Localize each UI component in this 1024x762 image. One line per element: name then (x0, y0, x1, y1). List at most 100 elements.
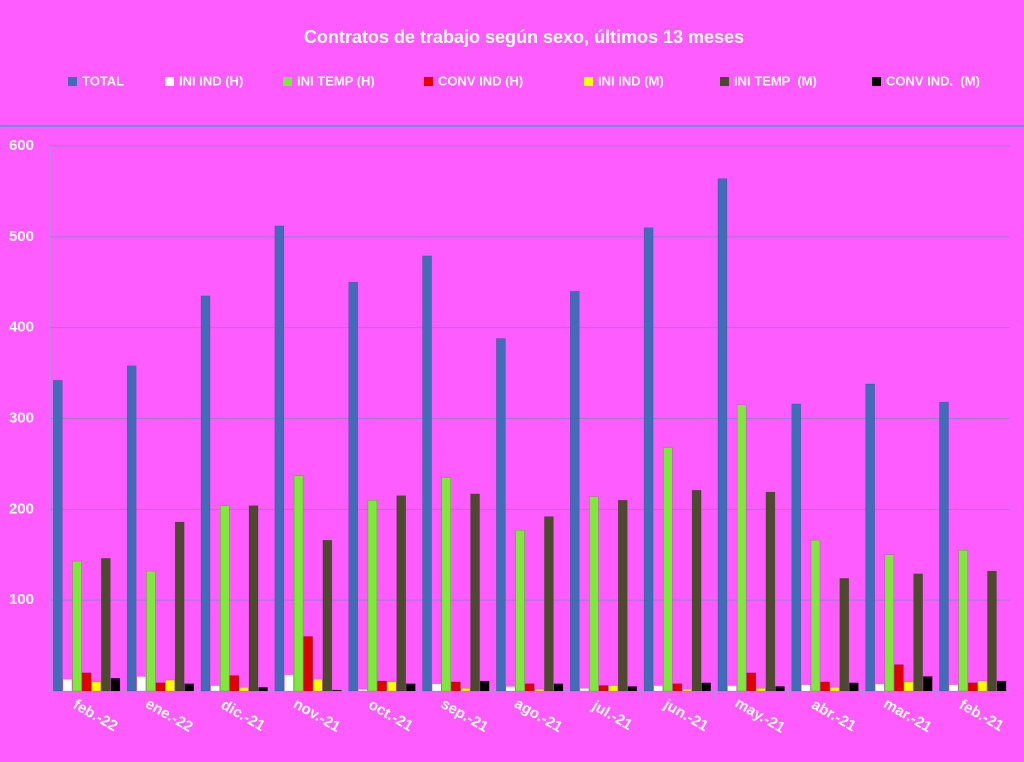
bar (91, 681, 101, 692)
bar (849, 682, 859, 692)
bar (72, 560, 82, 692)
bar (820, 681, 830, 692)
bar (736, 404, 747, 692)
bar (406, 683, 416, 692)
bar (313, 678, 323, 692)
bar (810, 539, 821, 692)
bar (81, 672, 92, 692)
bar (470, 493, 480, 692)
bar (496, 338, 506, 692)
y-tick-label: 200 (9, 500, 34, 517)
legend-label: CONV IND (H) (438, 73, 523, 88)
bar (987, 570, 997, 692)
bar (332, 689, 342, 692)
bar (653, 685, 663, 692)
bar (515, 529, 525, 692)
legend-label: INI TEMP (M) (734, 73, 817, 88)
y-tick-label: 100 (9, 591, 34, 608)
bar (274, 225, 285, 692)
bar (101, 558, 111, 692)
bar (460, 688, 471, 692)
bar (229, 675, 240, 692)
bar (958, 549, 968, 692)
legend-label: TOTAL (82, 73, 124, 88)
bar (874, 683, 885, 692)
bar (441, 477, 452, 692)
bar (248, 505, 259, 692)
bar (977, 680, 988, 692)
legend-label: INI IND (H) (179, 73, 243, 88)
bar (210, 685, 220, 692)
bar (894, 664, 904, 692)
bar (322, 539, 333, 692)
bar (775, 686, 785, 692)
bar (358, 688, 368, 692)
bar (534, 688, 545, 692)
legend-label: INI IND (M) (598, 73, 664, 88)
bar (663, 447, 673, 692)
bar (505, 686, 516, 692)
bar (801, 684, 811, 692)
bar (727, 685, 737, 692)
legend-swatch (165, 77, 174, 86)
bar (672, 683, 683, 692)
legend-label: INI TEMP (H) (297, 73, 375, 88)
bar (746, 672, 756, 692)
bar (765, 491, 776, 692)
bar (110, 678, 121, 692)
bar (839, 578, 850, 692)
bar (200, 295, 211, 692)
bar (756, 688, 766, 692)
bar (396, 495, 406, 692)
bar (865, 383, 875, 692)
y-tick-label: 500 (9, 228, 34, 245)
bar (643, 227, 654, 692)
bar (903, 681, 914, 692)
bar (608, 685, 618, 692)
bar (284, 674, 294, 692)
bar (303, 636, 313, 692)
bar (451, 681, 461, 692)
bar (479, 680, 490, 692)
bar (569, 291, 580, 692)
bar (136, 676, 147, 692)
bar (579, 688, 590, 692)
bar (293, 475, 304, 692)
bar (996, 680, 1007, 692)
y-tick-label: 600 (9, 137, 34, 154)
bar (348, 282, 358, 692)
bar (126, 365, 137, 692)
bar (682, 688, 692, 692)
bar (146, 570, 156, 692)
bar (701, 682, 711, 692)
bar (377, 680, 387, 692)
bar (422, 255, 432, 692)
bar (691, 490, 702, 692)
bar (367, 500, 378, 692)
bar (219, 505, 230, 692)
legend-swatch (872, 77, 881, 86)
bar (717, 178, 728, 692)
legend-swatch (283, 77, 292, 86)
bar (884, 554, 895, 692)
bar (155, 682, 166, 692)
bar (174, 521, 185, 692)
legend-swatch (584, 77, 593, 86)
bar (939, 401, 949, 692)
bar (184, 683, 195, 692)
legend-label: CONV IND. (M) (886, 73, 980, 88)
bar (239, 687, 249, 692)
bar (524, 683, 535, 692)
bar (948, 684, 959, 692)
bar (627, 686, 638, 692)
chart-title: Contratos de trabajo según sexo, últimos… (304, 27, 744, 47)
bar (922, 676, 933, 692)
bar (553, 683, 564, 692)
bar (589, 496, 599, 692)
bar (431, 683, 442, 692)
y-tick-label: 300 (9, 409, 34, 426)
bar (598, 685, 609, 692)
legend-swatch (68, 77, 77, 86)
